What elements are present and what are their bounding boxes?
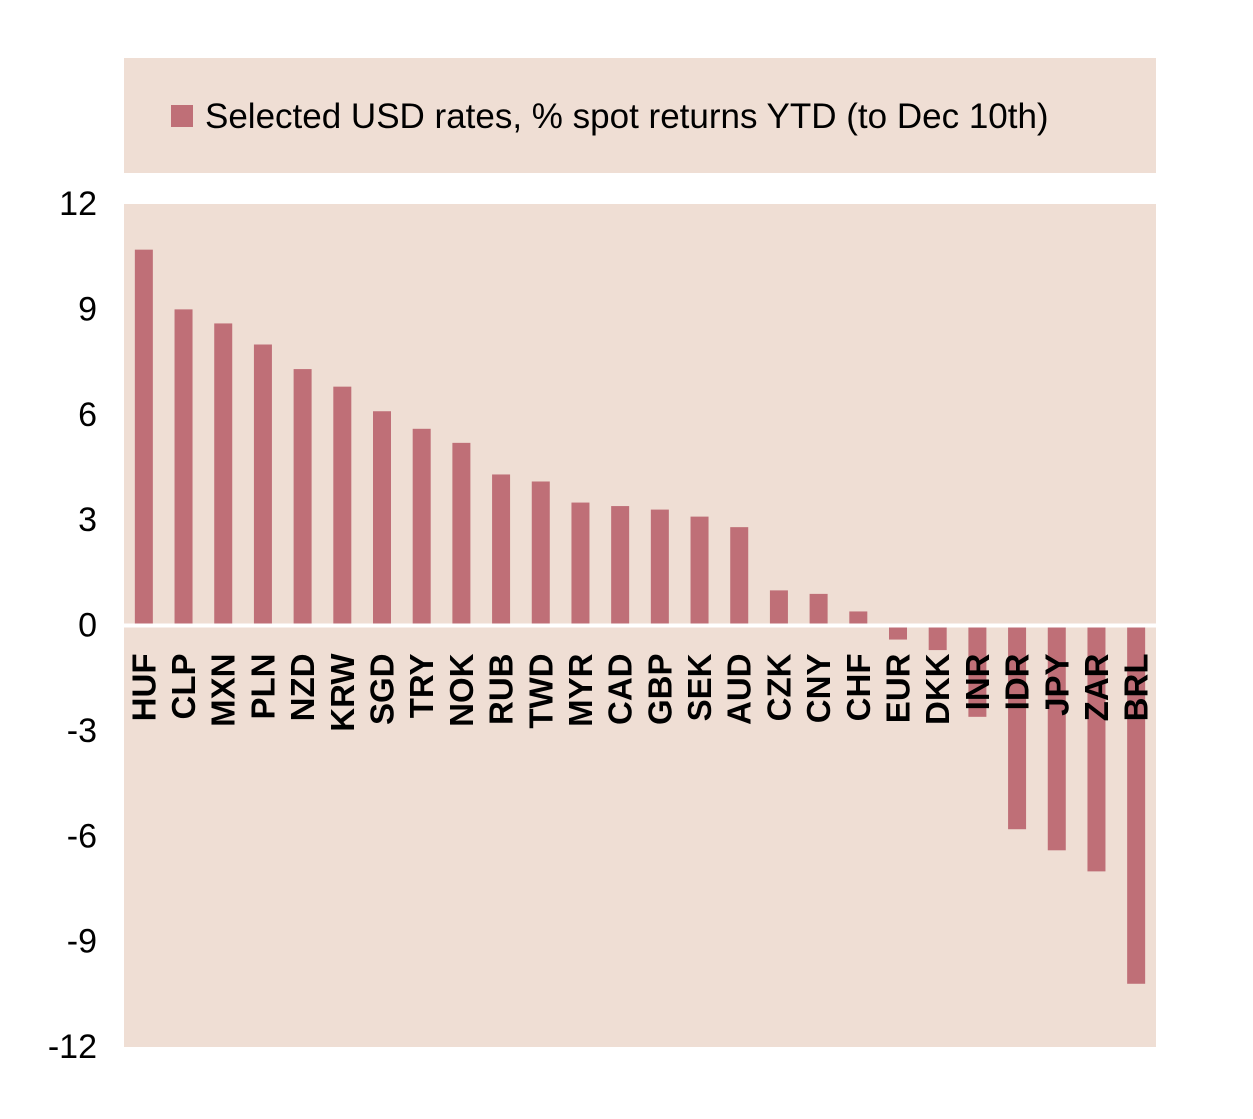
bar-czk: [769, 590, 788, 626]
bar-pln: [253, 344, 272, 626]
x-tick-label-dkk: DKK: [919, 653, 956, 725]
bar-inr: [968, 625, 987, 717]
x-tick-label-aud: AUD: [721, 654, 758, 726]
x-tick-label-czk: CZK: [760, 653, 797, 721]
bar-rub: [492, 474, 511, 626]
bar-zar: [1087, 625, 1106, 872]
bar-aud: [730, 527, 749, 626]
bar-cad: [611, 506, 630, 626]
x-tick-label-sgd: SGD: [364, 654, 401, 726]
x-tick-label-brl: BRL: [1118, 654, 1155, 722]
bar-krw: [333, 386, 352, 626]
x-tick-label-eur: EUR: [880, 653, 917, 723]
bar-sgd: [373, 411, 391, 626]
x-tick-label-mxn: MXN: [205, 654, 242, 727]
y-tick-label: -9: [67, 923, 97, 961]
bar-cny: [809, 593, 828, 626]
bar-gbp: [650, 509, 669, 626]
x-tick-label-cny: CNY: [800, 654, 837, 724]
x-tick-label-clp: CLP: [165, 654, 202, 720]
x-tick-label-twd: TWD: [522, 654, 559, 729]
bar-eur: [889, 625, 907, 640]
x-tick-labels: HUF CLP MXN PLN NZD KRW SGD TRY NOK RUB TWD MYR CAD G…: [125, 653, 1154, 732]
x-tick-label-nok: NOK: [443, 653, 480, 727]
y-tick-label: -3: [67, 712, 97, 750]
bar-jpy: [1047, 625, 1066, 851]
bar-dkk: [928, 625, 947, 651]
x-tick-label-chf: CHF: [840, 654, 877, 722]
bar-myr: [571, 502, 590, 626]
bar-sek: [690, 516, 709, 626]
bar-twd: [531, 481, 550, 626]
legend-swatch: [171, 105, 193, 127]
y-tick-labels: 12 9 6 3 0 -3 -6 -9 -12: [48, 185, 97, 1066]
x-tick-label-myr: MYR: [562, 653, 599, 727]
y-tick-label: -12: [48, 1028, 97, 1066]
y-tick-label: 12: [59, 185, 97, 223]
x-tick-label-idr: IDR: [999, 653, 1036, 710]
bar-nzd: [293, 369, 312, 626]
x-tick-label-inr: INR: [959, 653, 996, 710]
x-tick-label-nzd: NZD: [284, 654, 321, 722]
y-tick-label: 3: [78, 501, 97, 539]
x-tick-label-zar: ZAR: [1078, 653, 1115, 721]
bar-mxn: [214, 323, 233, 626]
x-tick-label-sek: SEK: [681, 653, 718, 721]
legend-label: Selected USD rates, % spot returns YTD (…: [205, 97, 1049, 136]
y-tick-label: 6: [78, 396, 97, 434]
y-tick-label: 9: [78, 290, 97, 328]
bar-huf: [134, 249, 153, 626]
x-tick-label-huf: HUF: [125, 654, 162, 722]
bars: [134, 249, 1146, 984]
y-tick-label: -6: [67, 817, 97, 855]
bar-nok: [452, 442, 471, 626]
bar-clp: [174, 309, 193, 626]
x-tick-label-try: TRY: [403, 654, 440, 719]
x-tick-label-rub: RUB: [483, 654, 520, 726]
legend-box: [124, 58, 1156, 173]
bar-chf: [849, 611, 868, 626]
bar-idr: [1008, 625, 1027, 830]
x-tick-label-gbp: GBP: [641, 654, 678, 726]
bar-try: [412, 428, 431, 626]
x-tick-label-krw: KRW: [324, 653, 361, 732]
x-tick-label-pln: PLN: [244, 654, 281, 720]
bar-brl: [1127, 625, 1146, 984]
x-tick-label-cad: CAD: [602, 654, 639, 726]
x-tick-label-jpy: JPY: [1038, 654, 1075, 716]
y-tick-label: 0: [78, 607, 97, 645]
